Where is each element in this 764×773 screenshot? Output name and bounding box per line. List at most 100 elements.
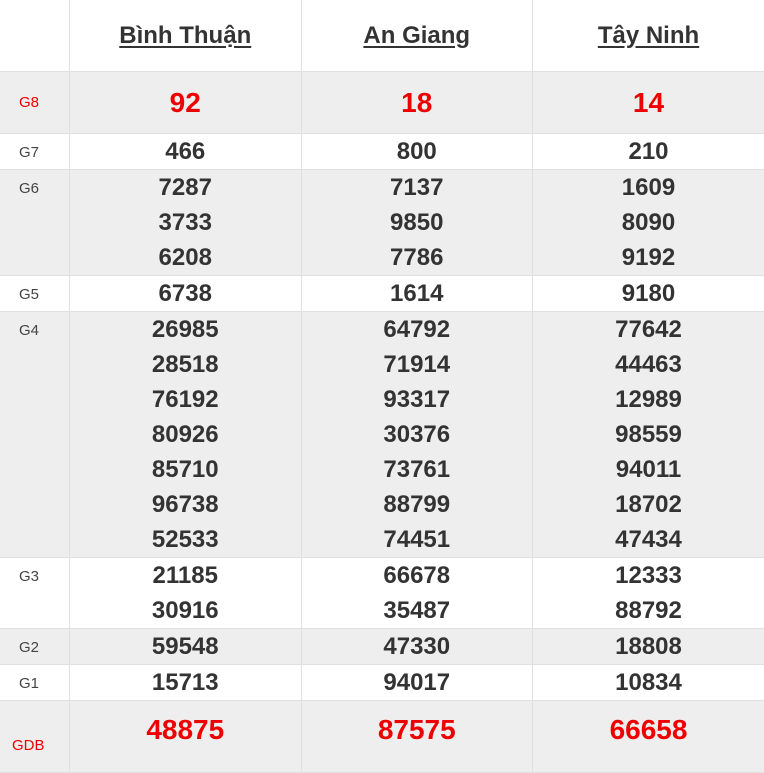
result-number: 47434: [533, 522, 764, 557]
result-number: 74451: [302, 522, 533, 557]
result-number: 66678: [302, 558, 533, 593]
province-link[interactable]: Tây Ninh: [598, 22, 699, 49]
result-number: 30916: [70, 593, 301, 628]
result-number: 26985: [70, 312, 301, 347]
result-number: 12989: [533, 382, 764, 417]
prize-label: G5: [0, 276, 70, 312]
result-cell: 15713: [70, 665, 302, 701]
result-cell: 47330: [301, 629, 533, 665]
result-cell: 66658: [533, 701, 764, 773]
result-number: 47330: [302, 629, 533, 664]
result-number: 73761: [302, 452, 533, 487]
header-row: Bình Thuận An Giang Tây Ninh: [0, 0, 764, 72]
result-cell: 18808: [533, 629, 764, 665]
result-number: 7287: [70, 170, 301, 205]
result-number: 71914: [302, 347, 533, 382]
result-number: 92: [70, 72, 301, 133]
result-cell: 210: [533, 134, 764, 170]
province-link[interactable]: An Giang: [363, 22, 470, 49]
result-number: 12333: [533, 558, 764, 593]
result-cell: 9180: [533, 276, 764, 312]
result-number: 66658: [533, 701, 764, 754]
result-number: 80926: [70, 417, 301, 452]
result-cell: 14: [533, 72, 764, 134]
result-number: 76192: [70, 382, 301, 417]
result-number: 1609: [533, 170, 764, 205]
result-number: 96738: [70, 487, 301, 522]
result-cell: 48875: [70, 701, 302, 773]
result-cell: 1614: [301, 276, 533, 312]
result-number: 15713: [70, 665, 301, 700]
result-number: 9850: [302, 205, 533, 240]
result-number: 52533: [70, 522, 301, 557]
result-number: 94017: [302, 665, 533, 700]
prize-label: G6: [0, 170, 70, 276]
result-cell: 92: [70, 72, 302, 134]
result-number: 9192: [533, 240, 764, 275]
prize-label: G7: [0, 134, 70, 170]
result-number: 8090: [533, 205, 764, 240]
result-cell: 800: [301, 134, 533, 170]
result-number: 18: [302, 72, 533, 133]
prize-label: G8: [0, 72, 70, 134]
result-number: 48875: [70, 701, 301, 754]
result-cell: 59548: [70, 629, 302, 665]
result-number: 1614: [302, 276, 533, 311]
prize-label: GDB: [0, 701, 70, 773]
prize-label: G2: [0, 629, 70, 665]
prize-label: G4: [0, 312, 70, 558]
result-number: 77642: [533, 312, 764, 347]
result-number: 6208: [70, 240, 301, 275]
result-number: 85710: [70, 452, 301, 487]
result-number: 64792: [302, 312, 533, 347]
prize-label: G1: [0, 665, 70, 701]
result-cell: 466: [70, 134, 302, 170]
result-number: 35487: [302, 593, 533, 628]
province-header: An Giang: [301, 0, 533, 72]
province-header: Tây Ninh: [533, 0, 764, 72]
result-number: 210: [533, 134, 764, 169]
result-number: 18702: [533, 487, 764, 522]
result-number: 88799: [302, 487, 533, 522]
result-number: 466: [70, 134, 301, 169]
result-cell: 10834: [533, 665, 764, 701]
result-number: 88792: [533, 593, 764, 628]
province-link[interactable]: Bình Thuận: [119, 22, 251, 49]
result-number: 7786: [302, 240, 533, 275]
result-number: 14: [533, 72, 764, 133]
result-number: 10834: [533, 665, 764, 700]
result-cell: 87575: [301, 701, 533, 773]
result-number: 59548: [70, 629, 301, 664]
result-number: 800: [302, 134, 533, 169]
result-number: 30376: [302, 417, 533, 452]
result-cell: 18: [301, 72, 533, 134]
result-number: 87575: [302, 701, 533, 754]
result-number: 28518: [70, 347, 301, 382]
prize-label: G3: [0, 558, 70, 629]
result-number: 21185: [70, 558, 301, 593]
result-number: 18808: [533, 629, 764, 664]
result-cell: 94017: [301, 665, 533, 701]
result-number: 6738: [70, 276, 301, 311]
result-number: 3733: [70, 205, 301, 240]
result-number: 93317: [302, 382, 533, 417]
result-number: 94011: [533, 452, 764, 487]
